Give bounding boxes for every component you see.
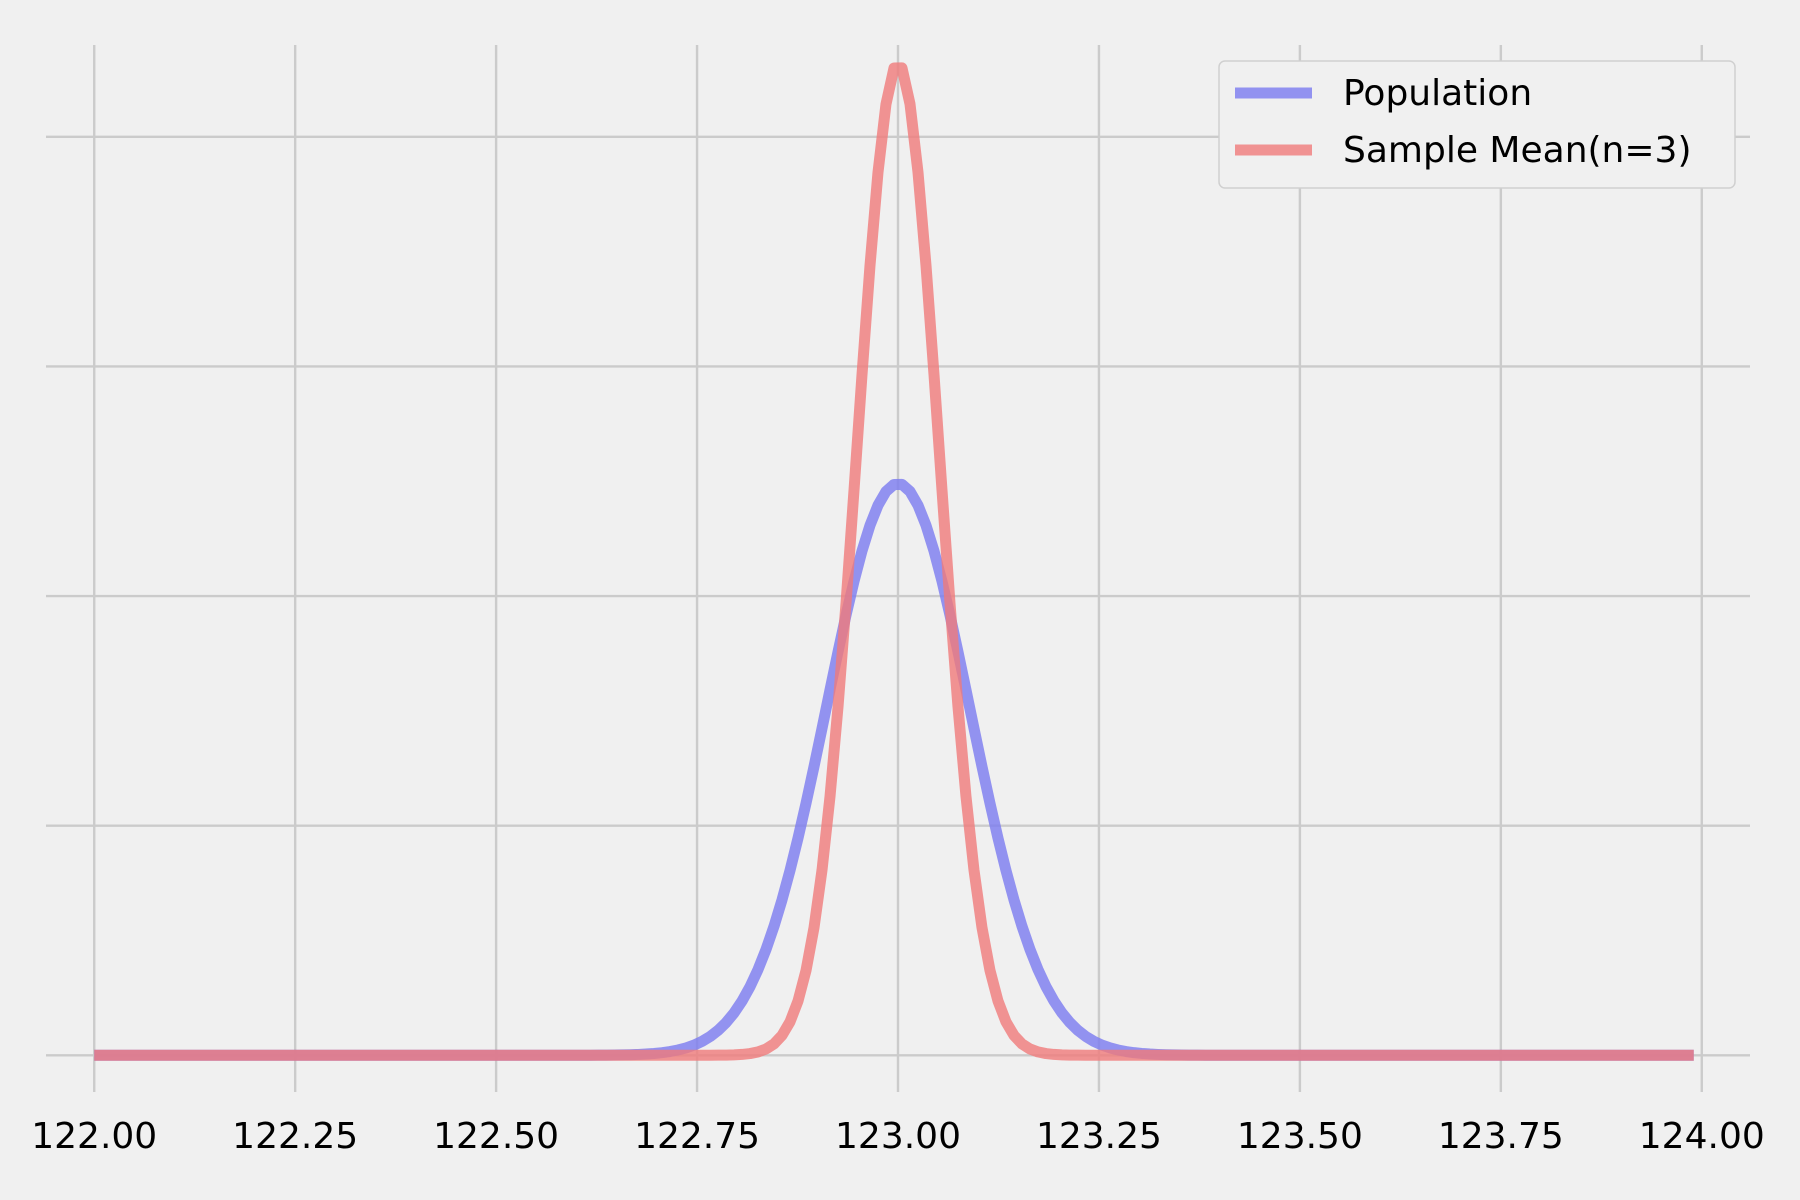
x-tick-label: 122.50 [433, 1116, 559, 1157]
legend-label: Sample Mean(n=3) [1343, 130, 1692, 171]
series-lines [94, 62, 1694, 1061]
x-tick-label: 123.75 [1438, 1116, 1564, 1157]
series-line-sample-mean-n-3 [94, 62, 1694, 1061]
legend-box [1218, 60, 1736, 189]
x-tick-labels: 122.00 122.25 122.50 122.75 123.00 123.25 123.… [31, 1116, 1765, 1157]
x-tick-label: 122.75 [634, 1116, 760, 1157]
legend-label: Population [1343, 73, 1532, 114]
x-tick-label: 123.25 [1036, 1116, 1162, 1157]
x-tick-label: 123.50 [1237, 1116, 1363, 1157]
legend: Population Sample Mean(n=3) [1218, 60, 1736, 189]
x-tick-label: 123.00 [835, 1116, 961, 1157]
x-tick-label: 122.25 [232, 1116, 358, 1157]
x-tick-label: 124.00 [1639, 1116, 1765, 1157]
x-tick-label: 122.00 [31, 1116, 157, 1157]
